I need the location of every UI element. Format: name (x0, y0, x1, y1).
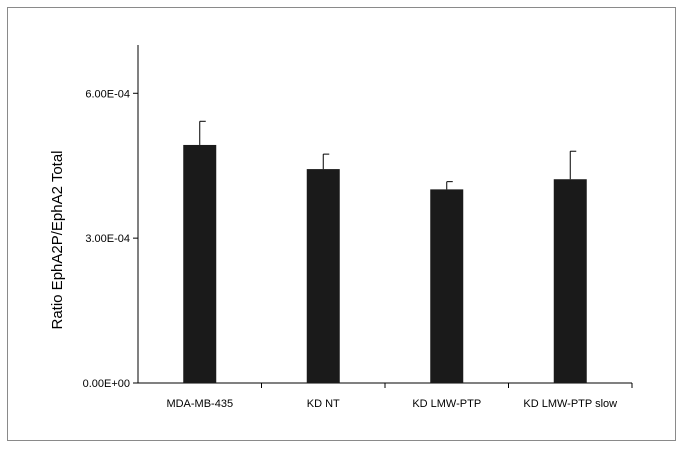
y-axis (133, 45, 139, 384)
x-tick-label: KD NT (307, 398, 340, 410)
x-tick-label: KD LMW-PTP slow (523, 398, 617, 410)
y-axis-label: Ratio EphA2P/EphA2 Total (49, 150, 66, 329)
y-tick-labels: 0.00E+00 3.00E-04 6.00E-04 (83, 88, 130, 390)
y-tick-label: 6.00E-04 (85, 88, 130, 100)
error-bars (199, 120, 577, 190)
bar (306, 169, 340, 383)
y-tick-label: 0.00E+00 (83, 378, 130, 390)
bar (430, 189, 464, 383)
x-tick-label: KD LMW-PTP (412, 398, 481, 410)
bars (183, 144, 587, 383)
bar (183, 144, 217, 383)
x-axis (138, 382, 633, 388)
chart-frame (7, 7, 676, 441)
y-tick-label: 3.00E-04 (85, 233, 130, 245)
bar (553, 179, 587, 383)
x-tick-labels: MDA-MB-435 KD NT KD LMW-PTP KD LMW-PTP slow (166, 398, 617, 410)
x-tick-label: MDA-MB-435 (166, 398, 233, 410)
